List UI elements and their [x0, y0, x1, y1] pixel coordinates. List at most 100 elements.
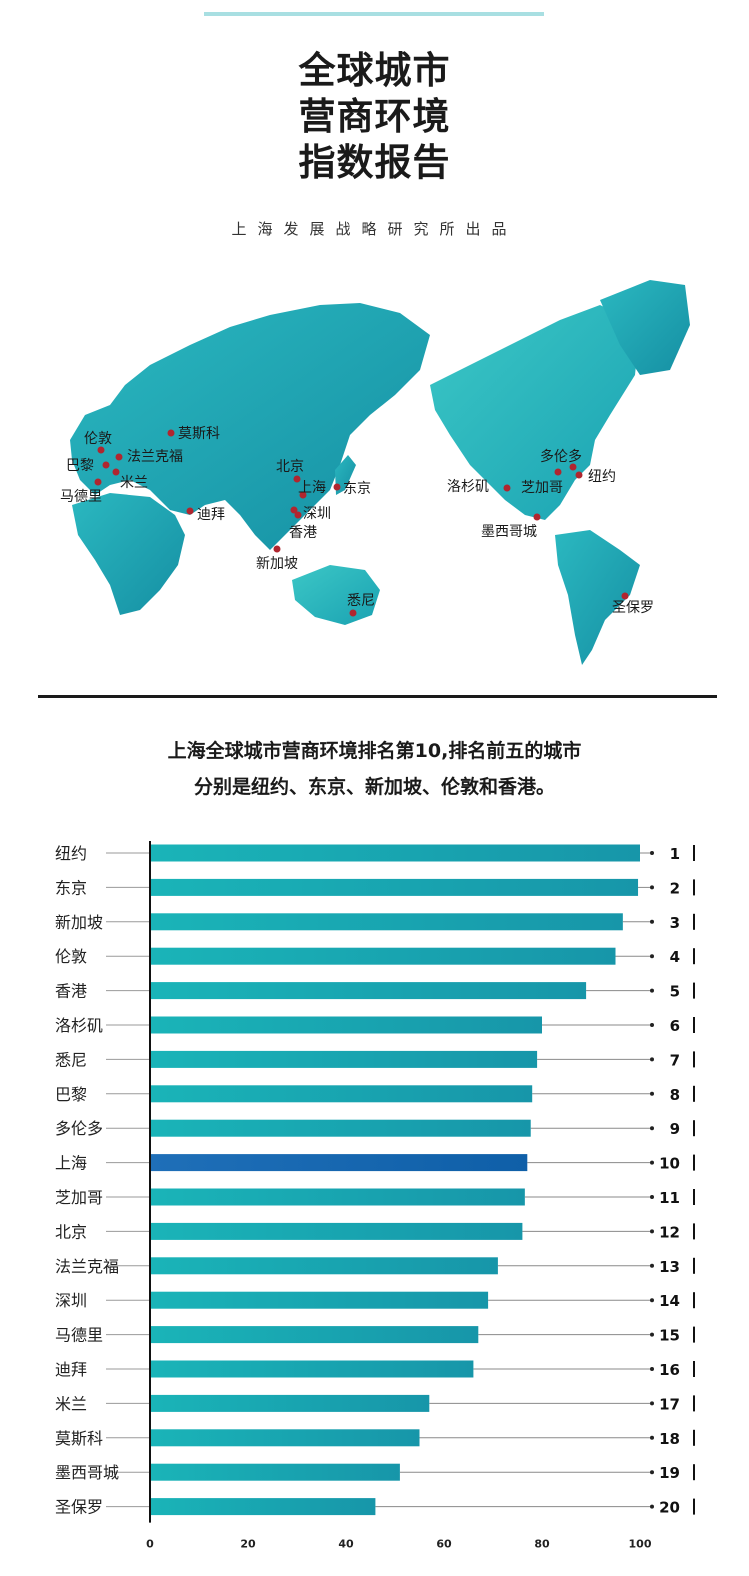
rank-label: 1 [670, 845, 680, 863]
rank-guide-dot [650, 1023, 654, 1027]
x-tick-label: 20 [240, 1538, 256, 1551]
rank-guide-dot [650, 1091, 654, 1096]
map-label-mexicocity: 墨西哥城 [481, 524, 537, 540]
bar [150, 1119, 531, 1137]
map-label-beijing: 北京 [276, 459, 304, 475]
top-decor-rule [204, 12, 544, 16]
world-map: 伦敦 巴黎 法兰克福 米兰 马德里 莫斯科 迪拜 北京 上海 东京 深圳 香港 [60, 280, 690, 665]
japan-landmass [335, 455, 356, 495]
map-dot-paris [102, 461, 110, 469]
x-tick-label: 40 [338, 1538, 354, 1551]
map-dot-dubai [186, 507, 194, 515]
rank-label: 13 [659, 1258, 680, 1276]
rank-guide-dot [650, 1263, 654, 1268]
map-dot-saopaulo [621, 592, 629, 600]
bar [150, 1222, 523, 1240]
bar [150, 1394, 430, 1412]
x-tick-label: 60 [436, 1538, 452, 1551]
title-line-3: 指数报告 [298, 141, 451, 184]
rank-guide-dot [650, 1367, 654, 1371]
map-label-milan: 米兰 [120, 475, 148, 491]
bar-highlight [150, 1154, 528, 1172]
map-label-frankfurt: 法兰克福 [127, 449, 183, 465]
map-label-newyork: 纽约 [588, 469, 616, 485]
category-label: 多伦多 [55, 1119, 103, 1138]
bar [150, 1498, 376, 1516]
rank-guide-dot [650, 1470, 654, 1475]
section-divider [38, 695, 717, 698]
map-label-chicago: 芝加哥 [521, 480, 563, 496]
category-label: 米兰 [55, 1394, 87, 1413]
category-label: 香港 [55, 982, 87, 1001]
category-label: 悉尼 [55, 1050, 87, 1069]
rank-label: 12 [659, 1223, 680, 1241]
rank-label: 18 [659, 1430, 680, 1448]
rank-guide-dot [650, 1160, 654, 1165]
bar [150, 913, 623, 931]
publisher-subtitle: 上海发展战略研究所出品 [231, 220, 518, 238]
map-dot-losangeles [503, 484, 511, 492]
bar [150, 1360, 474, 1378]
rank-label: 4 [670, 948, 680, 966]
map-label-london: 伦敦 [84, 431, 112, 447]
australia-landmass [292, 565, 380, 625]
category-label: 深圳 [55, 1291, 87, 1310]
rank-label: 16 [659, 1361, 680, 1379]
rank-guide-dot [650, 1298, 654, 1303]
rank-label: 7 [670, 1051, 680, 1069]
bar [150, 1463, 400, 1481]
map-dot-toronto [569, 463, 577, 471]
rank-guide-dot [650, 1195, 654, 1199]
map-dot-chicago [554, 468, 562, 476]
bar [150, 844, 640, 862]
rank-guide-dot [650, 1057, 654, 1062]
map-dot-madrid [94, 478, 102, 486]
map-dot-shenzhen [290, 506, 298, 514]
north-america-landmass [430, 305, 640, 520]
category-label: 墨西哥城 [55, 1463, 119, 1482]
rank-guide-dot [650, 1504, 654, 1509]
map-label-hongkong: 香港 [289, 525, 317, 541]
rank-label: 3 [670, 914, 680, 932]
rank-label: 14 [659, 1292, 680, 1310]
africa-landmass [72, 493, 185, 615]
title-line-1: 全球城市 [298, 49, 451, 92]
bar [150, 1050, 538, 1068]
greenland-landmass [600, 280, 690, 375]
map-label-losangeles: 洛杉矶 [447, 479, 489, 495]
bar [150, 1188, 525, 1206]
category-label: 巴黎 [55, 1085, 87, 1104]
map-label-madrid: 马德里 [60, 489, 102, 505]
map-label-sydney: 悉尼 [347, 593, 375, 609]
eurasia-landmass [70, 303, 430, 550]
map-dot-milan [112, 468, 120, 476]
rank-label: 6 [670, 1017, 680, 1035]
rank-guide-dot [650, 1435, 654, 1440]
category-label: 洛杉矶 [55, 1016, 103, 1035]
rank-label: 17 [659, 1395, 680, 1413]
map-dot-tokyo [333, 483, 341, 491]
rank-guide-dot [650, 1332, 654, 1337]
map-dot-hongkong [294, 511, 302, 519]
category-label: 迪拜 [55, 1360, 87, 1379]
ranking-bar-chart: 纽约 1 东京 2 新加坡 3 伦敦 4 香港 5 洛杉矶 6 悉尼 7 巴黎 8 多伦多 9 上海 10 芝加哥 11 北… [55, 841, 695, 1551]
category-label: 法兰克福 [55, 1257, 119, 1276]
map-label-dubai: 迪拜 [197, 507, 225, 523]
bar [150, 1257, 498, 1275]
map-dot-mexicocity [533, 513, 541, 521]
rank-guide-dot [650, 919, 654, 924]
map-label-saopaulo: 圣保罗 [612, 600, 654, 616]
map-dot-beijing [293, 475, 301, 483]
bar [150, 1016, 542, 1034]
bar [150, 1291, 489, 1309]
map-dot-sydney [349, 609, 357, 617]
rank-label: 8 [670, 1086, 680, 1104]
rank-label: 20 [659, 1499, 680, 1517]
south-america-landmass [555, 530, 640, 665]
map-dot-london [97, 446, 105, 454]
x-tick-label: 100 [629, 1538, 652, 1551]
map-label-singapore: 新加坡 [256, 556, 298, 572]
map-dot-newyork [575, 471, 583, 479]
title-line-2: 营商环境 [298, 95, 451, 138]
x-tick-label: 0 [146, 1538, 154, 1551]
